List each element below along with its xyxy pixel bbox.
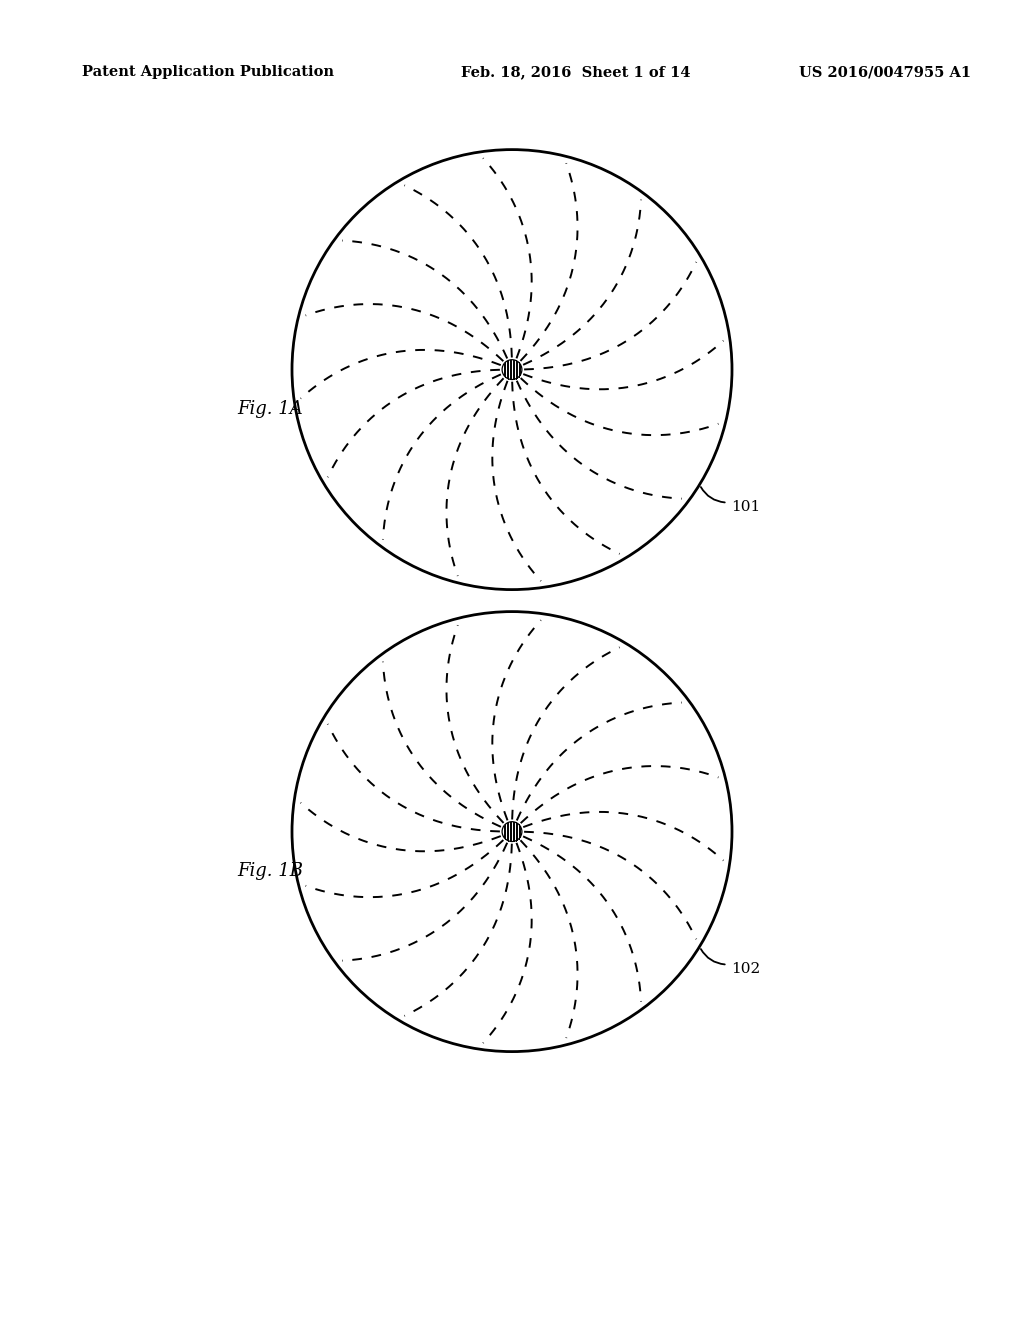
Text: Fig. 1B: Fig. 1B xyxy=(237,862,303,880)
Text: Patent Application Publication: Patent Application Publication xyxy=(82,65,334,79)
Text: Fig. 1A: Fig. 1A xyxy=(237,400,303,418)
Text: US 2016/0047955 A1: US 2016/0047955 A1 xyxy=(799,65,971,79)
Text: Feb. 18, 2016  Sheet 1 of 14: Feb. 18, 2016 Sheet 1 of 14 xyxy=(461,65,690,79)
Text: 101: 101 xyxy=(731,499,761,513)
Text: 102: 102 xyxy=(731,961,761,975)
